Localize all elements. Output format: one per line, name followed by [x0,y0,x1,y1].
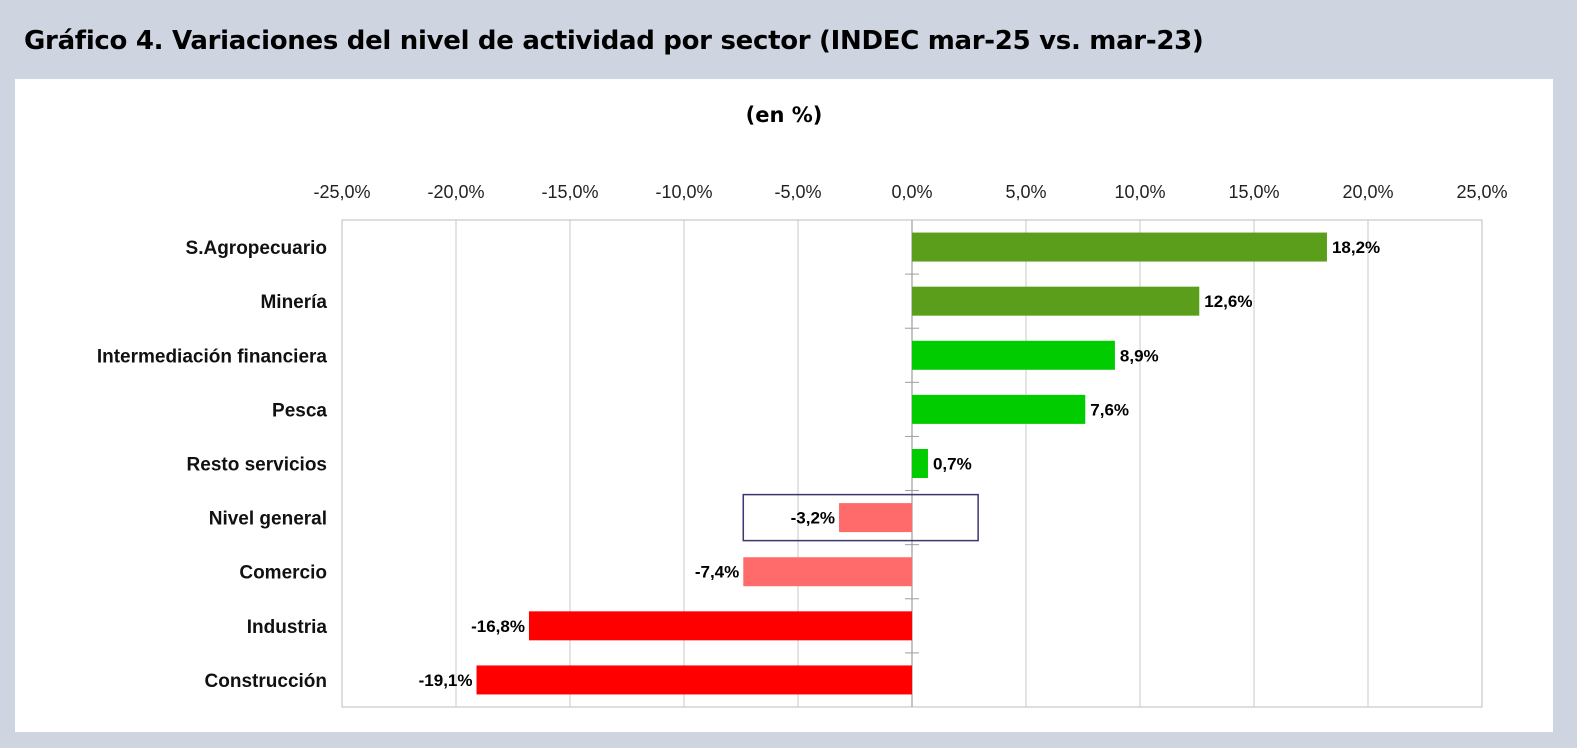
category-label: S.Agropecuario [186,238,327,259]
category-label: Construcción [205,671,327,692]
bar [528,611,912,641]
category-label: Nivel general [209,509,327,530]
category-label: Minería [260,292,327,313]
category-label: Resto servicios [187,455,327,476]
bar [476,665,912,695]
data-label: -19,1% [419,671,473,690]
x-tick-label: -20,0% [427,182,484,202]
title-band: Gráfico 4. Variaciones del nivel de acti… [0,0,1577,88]
category-label: Industria [247,617,328,638]
x-tick-label: 25,0% [1456,182,1507,202]
x-tick-label: 5,0% [1005,182,1046,202]
highlight-box [742,493,979,542]
bar [912,449,928,478]
x-tick-label: 0,0% [891,182,932,202]
bar [743,557,912,587]
chart-title: Gráfico 4. Variaciones del nivel de acti… [24,26,1204,56]
x-tick-label: -15,0% [541,182,598,202]
x-tick-label: -10,0% [655,182,712,202]
bar [912,232,1327,262]
data-label: -7,4% [695,563,739,582]
bar [912,286,1200,316]
x-tick-label: 15,0% [1228,182,1279,202]
data-label: -16,8% [471,617,525,636]
category-label: Comercio [239,563,327,584]
chart-panel: (en %) -25,0% -20,0% -15,0% -10,0% -5,0% 0,0%… [15,79,1553,732]
category-label: Pesca [272,400,327,421]
data-label: 12,6% [1204,292,1252,311]
data-label: 7,6% [1090,400,1129,419]
data-label: 18,2% [1332,238,1380,257]
x-tick-label: 10,0% [1114,182,1165,202]
chart-subtitle: (en %) [745,103,823,127]
data-label: -3,2% [791,509,835,528]
bar [839,503,912,533]
category-label: Intermediación financiera [97,346,328,367]
data-label: 0,7% [933,455,972,474]
data-label: 8,9% [1120,346,1159,365]
x-tick-label: 20,0% [1342,182,1393,202]
bar [912,394,1086,424]
x-tick-label: -25,0% [313,182,370,202]
bar-chart: -25,0% -20,0% -15,0% -10,0% -5,0% 0,0% 5,0% 10,… [97,182,1508,708]
bar [912,340,1115,370]
x-tick-label: -5,0% [774,182,821,202]
